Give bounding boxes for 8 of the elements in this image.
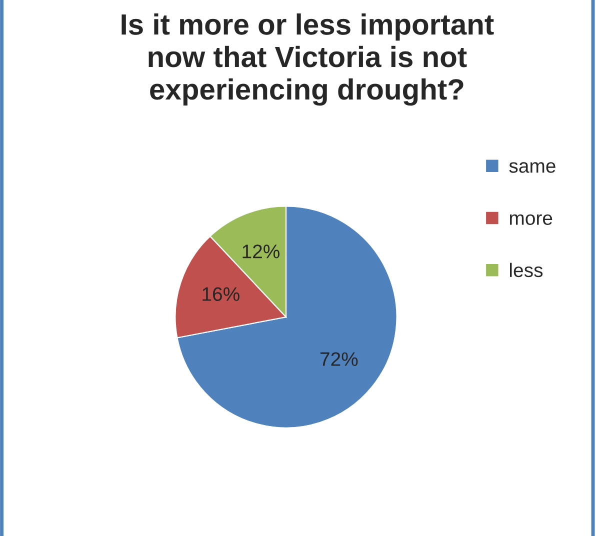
data-label: 72% bbox=[320, 352, 358, 366]
data-label: 16% bbox=[202, 287, 240, 301]
legend-label: same bbox=[509, 162, 556, 173]
legend-label: less bbox=[510, 262, 543, 278]
chart-title: Is it more or less important now that Victoria is not experiencing drought? bbox=[122, 13, 494, 106]
data-label: 12% bbox=[242, 244, 280, 258]
legend-label: more bbox=[510, 214, 552, 225]
pie-slice bbox=[176, 206, 398, 428]
